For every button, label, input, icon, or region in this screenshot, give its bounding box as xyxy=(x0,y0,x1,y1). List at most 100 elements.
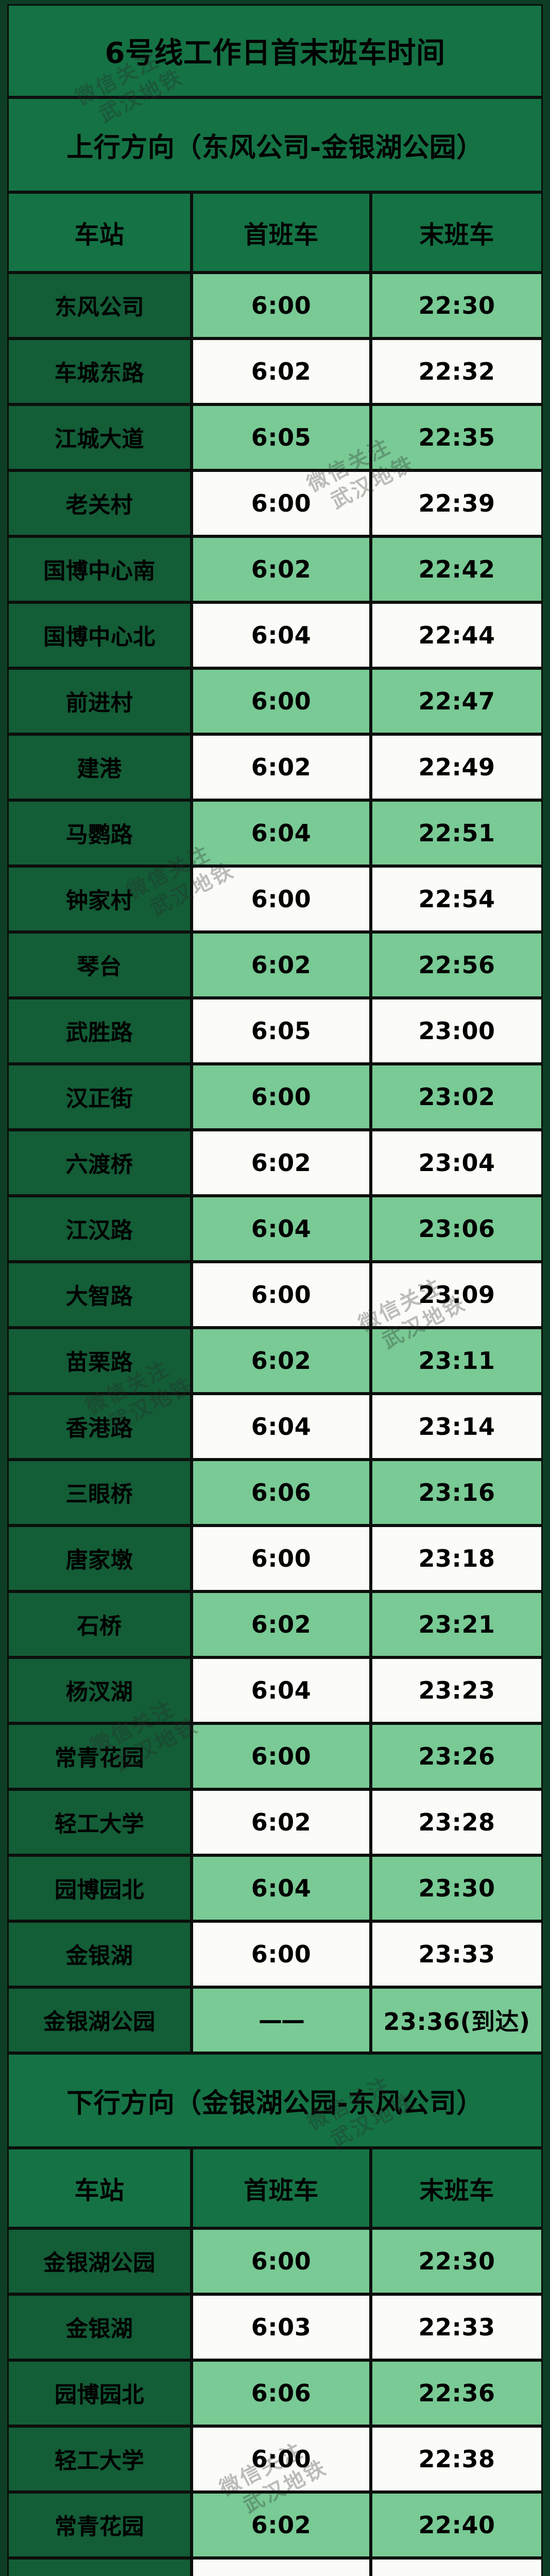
table-row: 前进村 6:00 22:47 xyxy=(7,668,543,734)
first-train-cell: 6:06 xyxy=(192,2360,371,2426)
table-row: 轻工大学 6:00 22:38 xyxy=(7,2426,543,2492)
table-row: 东风公司 6:00 22:30 xyxy=(7,273,543,338)
first-train-cell: 6:05 xyxy=(192,404,371,470)
first-train-cell: 6:00 xyxy=(192,1526,371,1591)
first-train-cell: 6:02 xyxy=(192,1789,371,1855)
last-train-cell: 22:32 xyxy=(371,338,543,404)
first-train-cell: 6:04 xyxy=(192,602,371,668)
station-name-cell: 金银湖 xyxy=(7,1921,192,1987)
first-train-cell: 6:06 xyxy=(192,1460,371,1526)
page-title: 6号线工作日首末班车时间 xyxy=(7,4,543,97)
station-name-cell: 常青花园 xyxy=(7,1723,192,1789)
last-train-cell: 23:02 xyxy=(371,1064,543,1130)
title-row: 6号线工作日首末班车时间 xyxy=(7,4,543,97)
first-train-cell: 6:02 xyxy=(192,932,371,998)
last-train-cell: 23:11 xyxy=(371,1328,543,1394)
last-train-cell: 23:16 xyxy=(371,1460,543,1526)
last-train-cell: 23:21 xyxy=(371,1591,543,1657)
first-train-cell: 6:02 xyxy=(192,1328,371,1394)
last-train-cell: 23:30 xyxy=(371,1855,543,1921)
direction-header-row: 上行方向（东风公司-金银湖公园） xyxy=(7,97,543,192)
station-name-cell: 园博园北 xyxy=(7,2360,192,2426)
last-train-cell: 22:40 xyxy=(371,2492,543,2558)
last-train-cell: 23:28 xyxy=(371,1789,543,1855)
station-name-cell: 国博中心北 xyxy=(7,602,192,668)
first-train-cell: 6:00 xyxy=(192,2426,371,2492)
table-row: 建港 6:02 22:49 xyxy=(7,734,543,800)
table-row: 钟家村 6:00 22:54 xyxy=(7,866,543,932)
column-header-row: 车站 首班车 末班车 xyxy=(7,192,543,273)
table-row: 马鹦路 6:04 22:51 xyxy=(7,800,543,866)
station-name-cell: 武胜路 xyxy=(7,998,192,1064)
last-train-cell: 23:06 xyxy=(371,1196,543,1262)
table-row: 武胜路 6:05 23:00 xyxy=(7,998,543,1064)
first-train-cell: 6:00 xyxy=(192,470,371,536)
first-train-cell: 6:02 xyxy=(192,338,371,404)
last-train-cell: 22:38 xyxy=(371,2426,543,2492)
first-train-cell: 6:05 xyxy=(192,998,371,1064)
last-train-cell: 22:51 xyxy=(371,800,543,866)
station-name-cell: 江城大道 xyxy=(7,404,192,470)
first-train-cell: 6:02 xyxy=(192,1591,371,1657)
timetable: 6号线工作日首末班车时间 上行方向（东风公司-金银湖公园） 车站 首班车 末班车 东风公司… xyxy=(7,4,543,2576)
last-train-cell: 22:30 xyxy=(371,273,543,338)
table-row: 国博中心北 6:04 22:44 xyxy=(7,602,543,668)
last-train-cell: 23:36(到达) xyxy=(371,1987,543,2053)
station-name-cell: 石桥 xyxy=(7,1591,192,1657)
station-name-cell: 香港路 xyxy=(7,1394,192,1460)
station-name-cell: 常青花园 xyxy=(7,2492,192,2558)
last-train-cell: 22:54 xyxy=(371,866,543,932)
last-train-cell: 22:33 xyxy=(371,2294,543,2360)
table-row: 金银湖 6:00 23:33 xyxy=(7,1921,543,1987)
station-name-cell: 前进村 xyxy=(7,668,192,734)
last-train-cell: 22:30 xyxy=(371,2228,543,2294)
column-header-first-train: 首班车 xyxy=(192,192,371,273)
table-row: 国博中心南 6:02 22:42 xyxy=(7,536,543,602)
first-train-cell: 6:00 xyxy=(192,273,371,338)
table-row: 大智路 6:00 23:09 xyxy=(7,1262,543,1328)
last-train-cell: 22:42 xyxy=(371,536,543,602)
last-train-cell: 22:39 xyxy=(371,470,543,536)
direction-header-row: 下行方向（金银湖公园-东风公司） xyxy=(7,2053,543,2148)
first-train-cell: 6:00 xyxy=(192,1262,371,1328)
table-row: 金银湖 6:03 22:33 xyxy=(7,2294,543,2360)
first-train-cell: 6:04 xyxy=(192,1394,371,1460)
station-name-cell: 轻工大学 xyxy=(7,2426,192,2492)
first-train-cell: 6:00 xyxy=(192,668,371,734)
first-train-cell: 6:02 xyxy=(192,734,371,800)
station-name-cell: 钟家村 xyxy=(7,866,192,932)
table-row: 金银湖公园 —— 23:36(到达) xyxy=(7,1987,543,2053)
column-header-first-train: 首班车 xyxy=(192,2148,371,2228)
first-train-cell: 6:04 xyxy=(192,800,371,866)
station-name-cell: 汉正街 xyxy=(7,1064,192,1130)
last-train-cell: 22:56 xyxy=(371,932,543,998)
station-name-cell: 老关村 xyxy=(7,470,192,536)
table-row: 汉正街 6:00 23:02 xyxy=(7,1064,543,1130)
table-row: 园博园北 6:06 22:36 xyxy=(7,2360,543,2426)
table-row: 江城大道 6:05 22:35 xyxy=(7,404,543,470)
station-name-cell: 大智路 xyxy=(7,1262,192,1328)
table-row: 三眼桥 6:06 23:16 xyxy=(7,1460,543,1526)
last-train-cell: 22:47 xyxy=(371,668,543,734)
column-header-station: 车站 xyxy=(7,192,192,273)
first-train-cell: 6:02 xyxy=(192,2492,371,2558)
station-name-cell: 金银湖公园 xyxy=(7,1987,192,2053)
station-name-cell: 杨汊湖 xyxy=(7,2558,192,2576)
first-train-cell: 6:00 xyxy=(192,2228,371,2294)
table-row: 轻工大学 6:02 23:28 xyxy=(7,1789,543,1855)
table-row: 常青花园 6:02 22:40 xyxy=(7,2492,543,2558)
station-name-cell: 三眼桥 xyxy=(7,1460,192,1526)
first-train-cell: 6:03 xyxy=(192,2294,371,2360)
table-row: 园博园北 6:04 23:30 xyxy=(7,1855,543,1921)
first-train-cell: 6:04 xyxy=(192,1657,371,1723)
station-name-cell: 六渡桥 xyxy=(7,1130,192,1196)
station-name-cell: 琴台 xyxy=(7,932,192,998)
station-name-cell: 马鹦路 xyxy=(7,800,192,866)
table-row: 老关村 6:00 22:39 xyxy=(7,470,543,536)
last-train-cell: 23:04 xyxy=(371,1130,543,1196)
table-row: 江汉路 6:04 23:06 xyxy=(7,1196,543,1262)
station-name-cell: 金银湖公园 xyxy=(7,2228,192,2294)
first-train-cell: 6:02 xyxy=(192,536,371,602)
first-train-cell: 6:00 xyxy=(192,866,371,932)
